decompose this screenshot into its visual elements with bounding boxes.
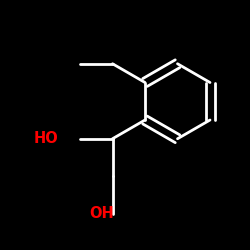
Text: HO: HO — [34, 131, 58, 146]
Text: OH: OH — [89, 206, 114, 221]
